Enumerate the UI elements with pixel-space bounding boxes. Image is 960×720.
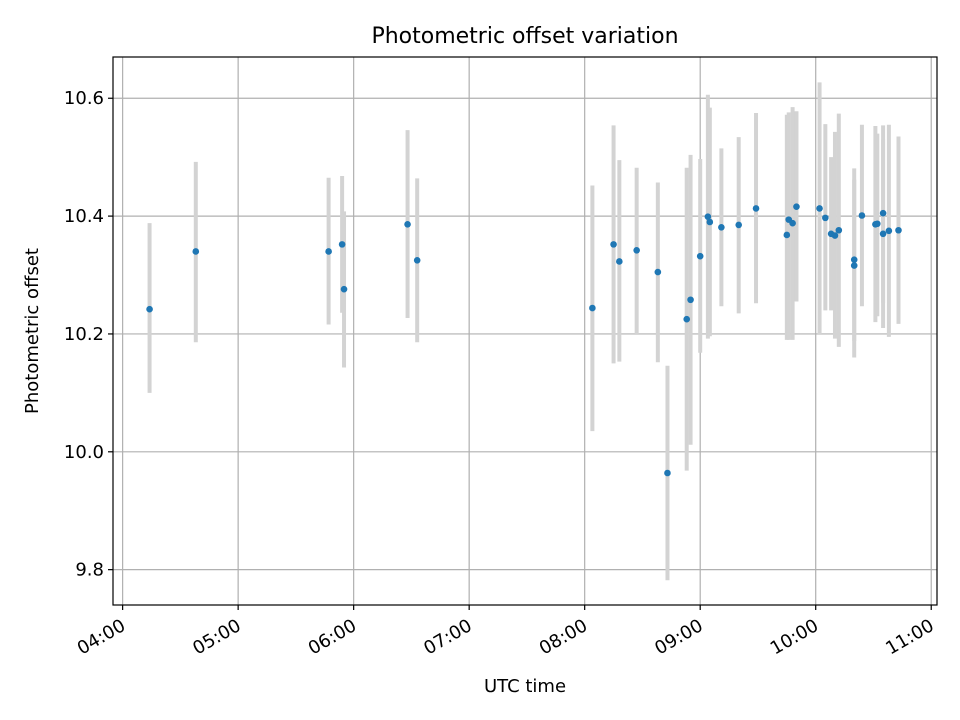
data-point	[789, 219, 796, 227]
data-point	[404, 221, 411, 228]
data-point	[696, 252, 704, 260]
data-point	[664, 469, 671, 477]
data-point	[835, 226, 843, 234]
data-point	[885, 227, 893, 235]
data-point	[793, 203, 800, 210]
x-tick-label: 10:00	[767, 615, 822, 659]
y-axis-ticks: 9.8 10.0 10.2 10.4 10.6	[64, 88, 113, 581]
plot-frame	[112, 56, 938, 606]
data-point	[146, 305, 153, 313]
x-tick-label: 11:00	[882, 615, 937, 659]
data-point	[735, 221, 743, 229]
y-tick-label: 9.8	[75, 560, 104, 581]
x-tick-label: 08:00	[536, 615, 591, 659]
x-tick-label: 04:00	[74, 615, 129, 659]
data-point	[340, 285, 348, 293]
y-tick-label: 10.0	[64, 442, 104, 463]
data-point	[610, 241, 617, 248]
data-point	[895, 226, 902, 234]
data-point	[654, 268, 662, 276]
data-point	[192, 248, 200, 255]
x-tick-label: 06:00	[305, 615, 360, 659]
error-bars	[147, 82, 901, 581]
data-point	[687, 296, 694, 304]
data-point	[879, 209, 887, 217]
data-point	[325, 248, 332, 255]
x-tick-label: 07:00	[420, 615, 475, 659]
data-point	[706, 218, 714, 226]
data-point	[783, 231, 791, 239]
data-point	[589, 304, 596, 312]
data-point	[858, 212, 866, 219]
data-point	[831, 232, 839, 239]
data-point	[633, 246, 640, 254]
x-axis-label: UTC time	[484, 676, 566, 697]
data-point	[683, 315, 691, 323]
x-gridlines	[122, 57, 932, 605]
data-point	[816, 205, 823, 212]
data-point	[752, 205, 760, 212]
data-point	[850, 256, 858, 264]
data-point	[704, 213, 712, 220]
data-point	[718, 223, 725, 231]
x-tick-label: 05:00	[189, 615, 244, 659]
x-tick-label: 09:00	[651, 615, 706, 659]
y-gridlines	[113, 97, 937, 571]
data-point	[338, 241, 346, 248]
data-point	[874, 220, 881, 228]
data-points	[146, 203, 902, 477]
y-tick-label: 10.6	[64, 88, 104, 109]
data-point	[879, 230, 887, 238]
chart-title: Photometric offset variation	[371, 24, 678, 49]
data-point	[822, 214, 829, 222]
y-tick-label: 10.2	[64, 324, 104, 345]
y-tick-label: 10.4	[64, 206, 104, 227]
y-axis-label: Photometric offset	[22, 248, 43, 414]
data-point	[616, 258, 623, 265]
data-point	[850, 262, 858, 269]
data-point	[413, 256, 421, 264]
x-axis-ticks: 04:00 05:00 06:00 07:00 08:00 09:00 10:00 11:00	[74, 605, 938, 659]
